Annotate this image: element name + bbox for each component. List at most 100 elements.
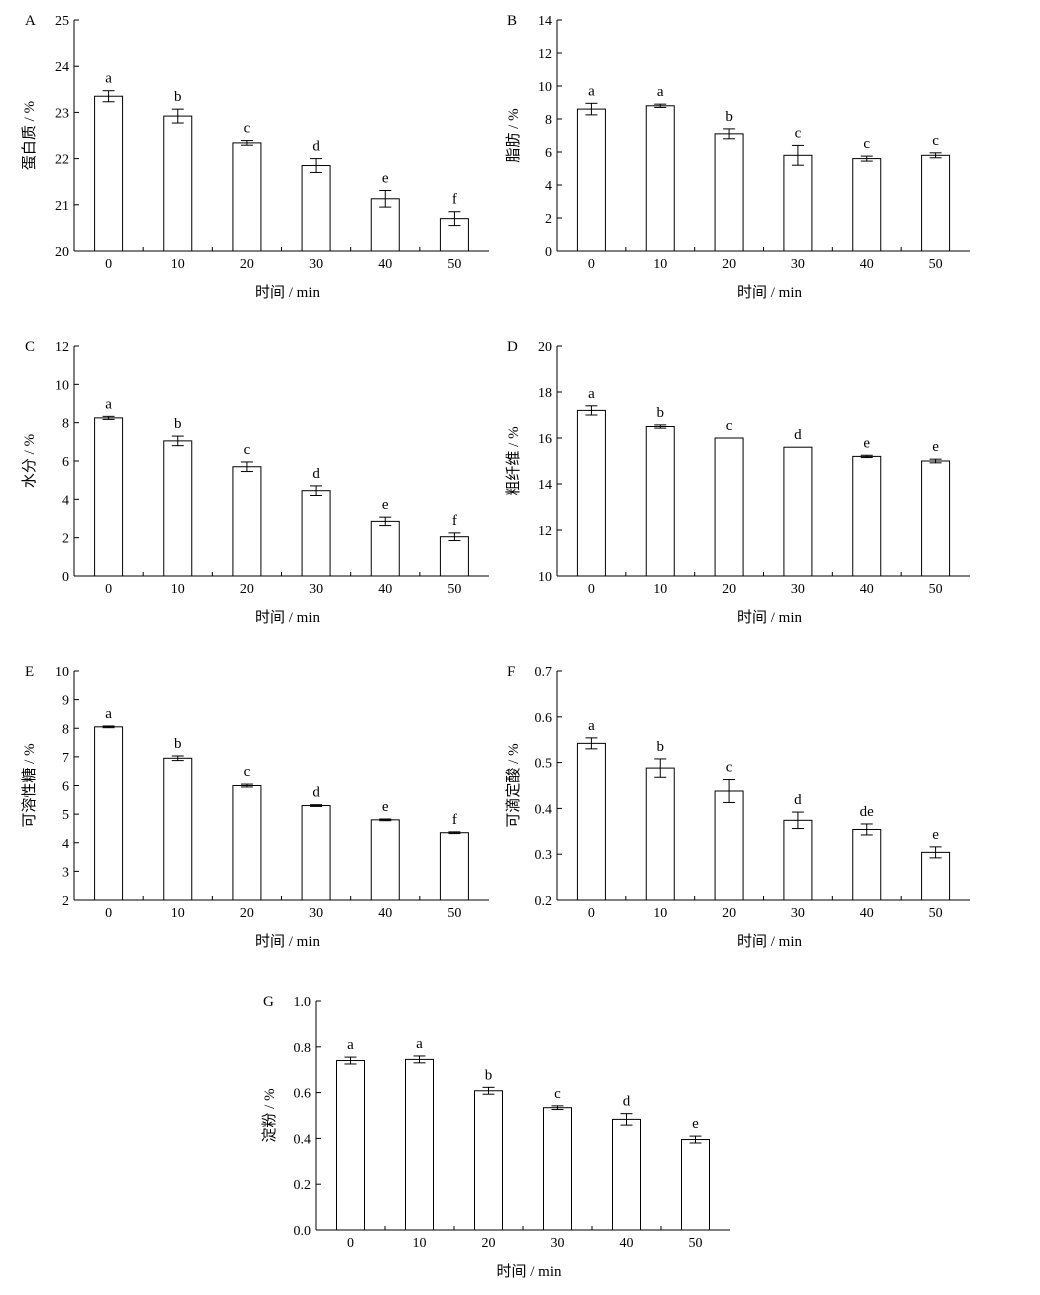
panel-d-significance-letter: e <box>863 435 870 451</box>
panel-b-significance-letter: a <box>588 83 595 99</box>
panel-b-error-bar <box>654 103 667 108</box>
panel-a-error-bar <box>240 140 253 146</box>
panel-e-significance-letter: c <box>244 764 251 780</box>
panel-d: D 10 12 14 16 18 20 a 0 b 10 c 20 d 30 e 40 e 50 时间 / min 粗纤… <box>505 339 970 626</box>
panel-c-y-tick-label: 0 <box>62 570 69 585</box>
panel-g-significance-letter: d <box>623 1094 631 1110</box>
panel-g-bar <box>612 1118 641 1231</box>
panel-e-y-tick-label: 7 <box>62 751 69 766</box>
panel-g-bar <box>543 1107 572 1231</box>
panel-f-significance-letter: e <box>932 827 939 843</box>
panel-f-bar <box>714 790 744 901</box>
panel-d-y-tick-label: 16 <box>538 432 552 447</box>
panel-b-significance-letter: c <box>863 136 870 152</box>
panel-c-y-axis-title: 水分 / % <box>21 434 38 488</box>
panel-g-letter: G <box>263 994 274 1010</box>
panel-b-bar <box>783 154 813 252</box>
panel-a-y-tick-label: 25 <box>55 14 69 29</box>
panel-g-significance-letter: a <box>416 1036 423 1052</box>
panel-c-bar <box>94 417 124 577</box>
panel-a-significance-letter: b <box>174 89 182 105</box>
panel-g-x-tick-label: 30 <box>551 1236 565 1251</box>
panel-b-error-bar <box>791 144 804 166</box>
panel-b-error-bar <box>929 152 942 159</box>
panel-g-y-tick-label: 1.0 <box>294 995 312 1010</box>
panel-f-error-bar <box>723 779 736 803</box>
panel-c-error-bar <box>379 516 392 527</box>
panel-f: F 0.2 0.3 0.4 0.5 0.6 0.7 a 0 b 10 c 20 d 30 de 40 e 50 时间 … <box>504 664 970 950</box>
panel-b-y-tick-label: 4 <box>545 179 552 194</box>
panel-f-x-tick-label: 0 <box>588 906 595 921</box>
panel-b-significance-letter: c <box>932 133 939 149</box>
panel-e-significance-letter: f <box>452 812 457 828</box>
panel-d-error-bar <box>929 458 942 464</box>
panel-c-bar <box>163 440 193 577</box>
panel-f-y-tick-label: 0.5 <box>535 757 553 772</box>
panel-e: E 2 3 4 5 6 7 8 9 10 a 0 b 10 c 20 d 30 e 40 f 50 时间 / min 可溶性糖… <box>21 664 489 950</box>
panel-e-y-tick-label: 4 <box>62 837 69 852</box>
panel-c-significance-letter: a <box>105 396 112 412</box>
panel-g-x-tick-label: 40 <box>620 1236 634 1251</box>
panel-c-y-tick-label: 6 <box>62 455 69 470</box>
panel-a-y-tick-label: 22 <box>55 153 69 168</box>
panel-b-significance-letter: c <box>795 125 802 141</box>
panel-g-significance-letter: c <box>554 1086 561 1102</box>
panel-f-y-tick-label: 0.4 <box>535 802 553 817</box>
panel-c-error-bar <box>102 415 115 420</box>
panel-f-y-tick-label: 0.6 <box>535 711 553 726</box>
panel-c-significance-letter: b <box>174 416 182 432</box>
panel-c-error-bar <box>171 435 184 447</box>
panel-c-error-bar <box>448 532 461 542</box>
panel-c-bar <box>232 466 262 577</box>
panel-e-bar <box>232 785 262 901</box>
panel-c-x-tick-label: 50 <box>447 582 461 597</box>
panel-e-significance-letter: e <box>382 799 389 815</box>
panel-f-y-tick-label: 0.7 <box>535 665 553 680</box>
panel-d-significance-letter: c <box>726 418 733 434</box>
panel-b-y-tick-label: 12 <box>538 47 552 62</box>
panel-f-significance-letter: de <box>860 804 875 820</box>
panel-c-significance-letter: c <box>244 442 251 458</box>
panel-g-error-bar <box>413 1055 426 1064</box>
panel-f-x-tick-label: 30 <box>791 906 805 921</box>
panel-a-bar <box>94 95 124 252</box>
panel-g-error-bar <box>689 1135 702 1144</box>
panel-a-significance-letter: d <box>312 139 320 155</box>
panel-e-bar <box>370 819 400 901</box>
panel-d-bar <box>921 460 951 577</box>
panel-a-x-tick-label: 10 <box>171 257 185 272</box>
panel-b-bar <box>645 105 675 252</box>
panel-d-bar <box>576 409 606 577</box>
panel-c-x-tick-label: 10 <box>171 582 185 597</box>
panel-b-y-tick-label: 2 <box>545 212 552 227</box>
panel-e-bar <box>439 832 469 901</box>
panel-g-y-axis-title: 淀粉 / % <box>261 1088 278 1142</box>
panel-g-error-bar <box>551 1105 564 1111</box>
panel-a-significance-letter: c <box>244 121 251 137</box>
panel-e-error-bar <box>102 725 115 729</box>
panel-d-letter: D <box>507 339 518 355</box>
panel-b-error-bar <box>585 102 598 116</box>
panel-f-error-bar <box>860 823 873 836</box>
panel-f-significance-letter: c <box>726 760 733 776</box>
panel-d-y-tick-label: 20 <box>538 340 552 355</box>
panel-d-x-tick-label: 30 <box>791 582 805 597</box>
panel-g-bar <box>474 1090 503 1231</box>
panel-c-x-tick-label: 0 <box>105 582 112 597</box>
panel-a-y-tick-label: 21 <box>55 199 69 214</box>
panel-g-bar <box>405 1058 434 1231</box>
panel-e-x-tick-label: 40 <box>378 906 392 921</box>
panel-b-x-tick-label: 40 <box>860 257 874 272</box>
panel-d-x-tick-label: 0 <box>588 582 595 597</box>
panel-e-bar <box>163 757 193 901</box>
panel-g-x-tick-label: 50 <box>689 1236 703 1251</box>
panel-e-bar <box>301 805 331 901</box>
panel-c-significance-letter: f <box>452 513 457 529</box>
panel-e-x-tick-label: 30 <box>309 906 323 921</box>
panel-b-letter: B <box>507 13 517 29</box>
panel-c-bar <box>370 520 400 577</box>
panel-a-x-tick-label: 0 <box>105 257 112 272</box>
panel-e-y-tick-label: 10 <box>55 665 69 680</box>
panel-a-x-tick-label: 30 <box>309 257 323 272</box>
panel-e-y-tick-label: 9 <box>62 694 69 709</box>
